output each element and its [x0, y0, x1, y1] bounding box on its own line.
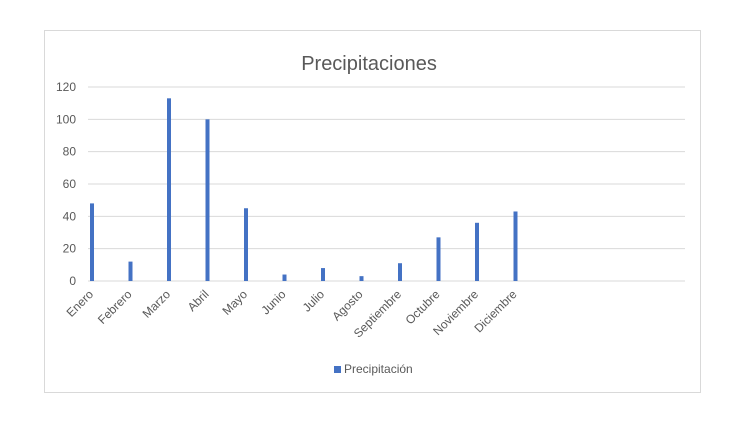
chart-frame: Precipitaciones 0 20 40 60 80 100 120 Enero Feb…	[44, 30, 701, 393]
bar-mayo	[244, 208, 248, 281]
x-tick-label: Diciembre	[472, 287, 520, 335]
y-tick-label: 120	[56, 80, 76, 94]
y-tick-label: 40	[63, 209, 77, 223]
y-tick-label: 80	[63, 145, 77, 159]
x-tick-label: Julio	[300, 287, 328, 315]
y-tick-label: 0	[69, 274, 76, 288]
bar-diciembre	[513, 211, 518, 281]
bar-octubre	[436, 237, 441, 281]
x-tick-label: Abril	[185, 287, 212, 314]
bar-febrero	[128, 261, 133, 281]
x-tick-label: Mayo	[219, 287, 250, 318]
y-axis-tick-labels: 0 20 40 60 80 100 120	[56, 80, 76, 288]
precipitation-chart: Precipitaciones 0 20 40 60 80 100 120 EneroFeb…	[56, 53, 685, 376]
bar-enero	[90, 203, 94, 281]
x-tick-label: Enero	[64, 287, 97, 320]
chart-title: Precipitaciones	[301, 53, 437, 75]
bar-junio	[282, 274, 287, 281]
bar-julio	[321, 268, 325, 281]
bar-noviembre	[475, 222, 479, 281]
x-tick-label: Agosto	[329, 287, 366, 324]
bar-marzo	[167, 98, 171, 281]
y-tick-label: 100	[56, 112, 76, 126]
legend: Precipitación	[334, 362, 413, 376]
x-tick-label: Junio	[258, 287, 288, 317]
x-tick-label: Marzo	[140, 287, 174, 321]
bar-septiembre	[398, 263, 402, 281]
y-tick-label: 20	[63, 242, 77, 256]
bar-agosto	[359, 276, 364, 281]
bar-abril	[205, 119, 210, 281]
legend-label: Precipitación	[344, 362, 413, 376]
legend-swatch	[334, 366, 341, 373]
bars	[90, 98, 518, 281]
x-tick-label: Febrero	[95, 287, 135, 327]
y-tick-label: 60	[63, 177, 77, 191]
grid-lines	[88, 86, 685, 282]
